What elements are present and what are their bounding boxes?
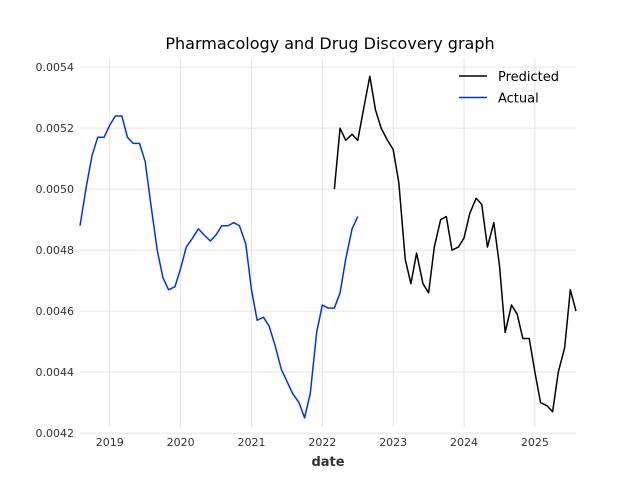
x-tick-label: 2021	[237, 436, 265, 449]
series-line-predicted	[333, 75, 577, 413]
y-tick-label: 0.0050	[36, 183, 75, 196]
x-tick-label: 2023	[379, 436, 407, 449]
x-tick-label: 2019	[96, 436, 124, 449]
legend-label-predicted: Predicted	[498, 70, 559, 85]
x-tick-label: 2022	[308, 436, 336, 449]
x-tick-label: 2024	[450, 436, 478, 449]
y-tick-label: 0.0048	[36, 244, 75, 257]
y-tick-label: 0.0042	[36, 427, 75, 440]
legend: Predicted Actual	[459, 70, 559, 107]
chart-title: Pharmacology and Drug Discovery graph	[165, 34, 494, 53]
y-tick-label: 0.0046	[36, 305, 75, 318]
y-axis-ticks: 0.0042 0.0044 0.0046 0.0048 0.0050 0.0052 0.00…	[36, 61, 75, 440]
x-tick-label: 2025	[521, 436, 549, 449]
series-line-actual	[79, 115, 359, 419]
y-tick-label: 0.0054	[36, 61, 75, 74]
legend-label-actual: Actual	[498, 92, 539, 107]
series-layer	[79, 75, 577, 419]
y-tick-label: 0.0044	[36, 366, 75, 379]
grid	[80, 58, 576, 434]
x-tick-label: 2020	[167, 436, 195, 449]
x-axis-label: date	[311, 455, 344, 470]
y-tick-label: 0.0052	[36, 122, 75, 135]
x-axis-ticks: 2019 2020 2021 2022 2023 2024 2025	[96, 436, 549, 449]
